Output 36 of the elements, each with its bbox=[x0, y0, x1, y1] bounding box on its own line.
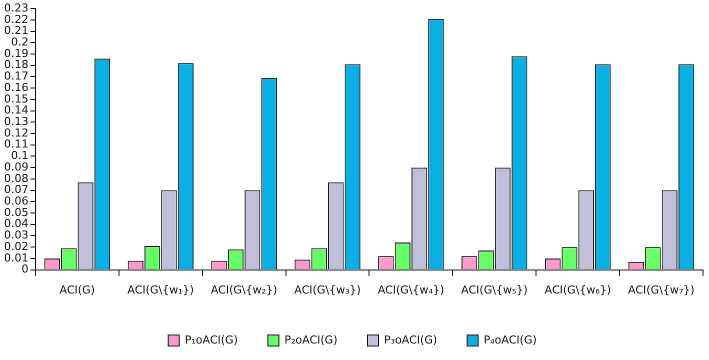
legend-label: P₄oACI(G) bbox=[484, 333, 537, 346]
x-tick-label: ACI(G\{w₄}) bbox=[378, 283, 444, 296]
y-tick-label: 0 bbox=[21, 262, 28, 276]
y-tick-label: 0.03 bbox=[4, 228, 28, 242]
y-tick-label: 0.18 bbox=[4, 58, 28, 72]
y-tick-label: 0.07 bbox=[4, 183, 28, 196]
y-tick-label: 0.12 bbox=[4, 126, 28, 140]
y-tick-label: 0.2 bbox=[10, 36, 28, 49]
y-tick-label: 0.14 bbox=[4, 104, 28, 117]
legend-label: P₁oACI(G) bbox=[184, 333, 238, 346]
y-tick-label: 0.11 bbox=[4, 138, 28, 151]
x-tick-label: ACI(G\{w₅}) bbox=[461, 283, 528, 296]
legend-label: P₂oACI(G) bbox=[284, 333, 338, 346]
y-tick-label: 0.04 bbox=[4, 217, 28, 230]
x-tick-label: ACI(G\{w₆}) bbox=[544, 283, 612, 296]
y-tick-label: 0.08 bbox=[4, 172, 28, 185]
y-tick-label: 0.22 bbox=[4, 12, 28, 26]
x-tick-label: ACI(G) bbox=[60, 283, 95, 296]
x-tick-label: ACI(G\{w₇}) bbox=[628, 283, 695, 296]
y-tick-label: 0.05 bbox=[4, 206, 28, 219]
y-tick-label: 0.13 bbox=[4, 115, 28, 128]
x-tick-label: ACI(G\{w₃}) bbox=[294, 283, 361, 296]
y-tick-label: 0.17 bbox=[4, 70, 28, 83]
y-tick-label: 0.23 bbox=[4, 1, 28, 14]
legend-label: P₃oACI(G) bbox=[384, 333, 438, 346]
x-tick-label: ACI(G\{w₂}) bbox=[210, 283, 278, 296]
y-tick-label: 0.09 bbox=[4, 160, 28, 174]
y-tick-label: 0.01 bbox=[4, 251, 28, 264]
y-tick-label: 0.06 bbox=[4, 194, 28, 208]
y-tick-label: 0.19 bbox=[4, 46, 28, 60]
y-tick-label: 0.1 bbox=[10, 149, 28, 162]
y-tick-label: 0.15 bbox=[4, 92, 28, 106]
x-tick-label: ACI(G\{w₁}) bbox=[127, 283, 194, 296]
y-tick-label: 0.02 bbox=[4, 240, 28, 253]
y-tick-label: 0.16 bbox=[4, 80, 28, 94]
y-tick-label: 0.21 bbox=[4, 24, 28, 38]
